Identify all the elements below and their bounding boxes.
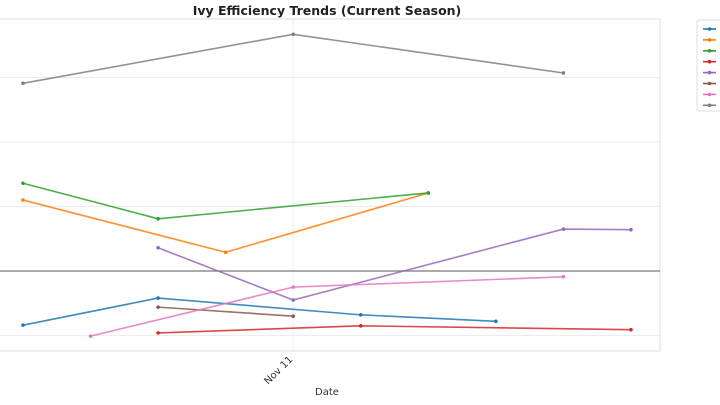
legend-marker bbox=[707, 103, 712, 108]
data-point bbox=[156, 296, 160, 300]
data-point bbox=[494, 319, 498, 324]
legend-marker bbox=[707, 92, 712, 97]
data-point bbox=[291, 314, 296, 318]
data-point bbox=[291, 32, 296, 37]
data-point bbox=[629, 227, 633, 232]
data-point bbox=[156, 245, 160, 250]
data-point bbox=[358, 313, 363, 317]
data-point bbox=[21, 181, 25, 186]
data-point bbox=[561, 275, 566, 279]
data-point bbox=[156, 216, 160, 221]
series-line-1 bbox=[22, 297, 496, 326]
legend-marker bbox=[707, 70, 712, 75]
data-point bbox=[88, 334, 93, 338]
x-axis-label: Date bbox=[315, 387, 339, 398]
x-tick-label: Nov 11 bbox=[262, 354, 295, 387]
series-line-5 bbox=[157, 228, 631, 301]
legend bbox=[696, 19, 720, 112]
legend-marker bbox=[707, 81, 712, 86]
legend-marker bbox=[707, 27, 712, 31]
data-point bbox=[223, 250, 228, 255]
legend-marker bbox=[707, 49, 712, 53]
series-line-6 bbox=[158, 306, 294, 317]
data-point bbox=[156, 331, 160, 335]
data-point bbox=[156, 305, 160, 309]
chart-title: Ivy Efficiency Trends (Current Season) bbox=[192, 3, 462, 18]
data-point bbox=[21, 81, 25, 86]
data-point bbox=[358, 324, 363, 328]
data-point bbox=[291, 298, 296, 302]
data-point bbox=[561, 227, 566, 231]
data-point bbox=[561, 71, 566, 75]
legend-marker bbox=[707, 59, 712, 64]
data-point bbox=[426, 191, 431, 195]
data-point bbox=[291, 285, 296, 289]
data-point bbox=[21, 198, 25, 202]
plot-area bbox=[0, 18, 661, 352]
data-point bbox=[629, 327, 633, 332]
legend-marker bbox=[707, 38, 712, 42]
data-point bbox=[21, 323, 25, 327]
